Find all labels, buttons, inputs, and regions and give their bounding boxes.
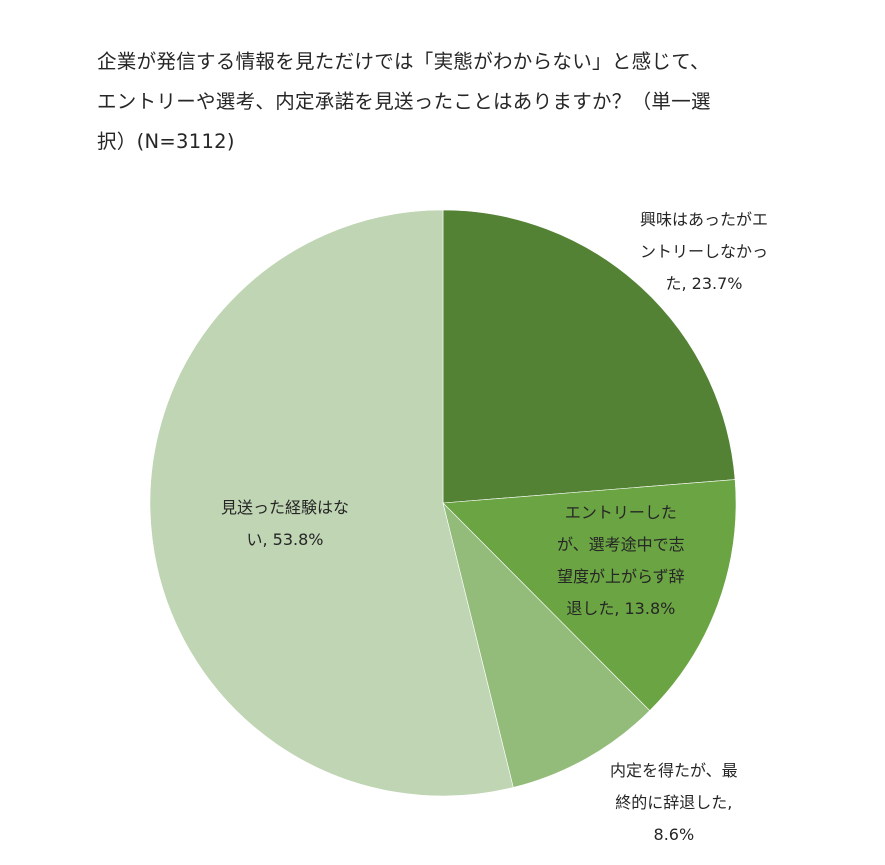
- title-line: 企業が発信する情報を見ただけでは「実態がわからない」と感じて、: [97, 50, 710, 73]
- chart-title: 企業が発信する情報を見ただけでは「実態がわからない」と感じて、 エントリーや選考…: [97, 42, 797, 162]
- label-line: 望度が上がらず辞: [557, 567, 685, 586]
- pie-slice-3: [149, 209, 514, 797]
- label-line: エントリーした: [564, 503, 677, 522]
- label-line: ントリーしなかっ: [640, 242, 769, 261]
- label-line: が、選考途中で志: [557, 535, 685, 554]
- slice-label-0: 興味はあったがエ ントリーしなかっ た, 23.7%: [640, 204, 768, 300]
- pie-slice-0: [442, 209, 736, 504]
- label-line: 内定を得たが、最: [610, 761, 738, 780]
- slice-label-1: エントリーした が、選考途中で志 望度が上がらず辞 退した, 13.8%: [557, 497, 685, 625]
- label-line: た, 23.7%: [665, 274, 743, 293]
- slice-label-2: 内定を得たが、最 終的に辞退した, 8.6%: [610, 755, 738, 851]
- label-line: 8.6%: [653, 825, 695, 844]
- title-line: エントリーや選考、内定承諾を見送ったことはありますか？（単一選: [97, 90, 711, 113]
- label-line: 退した, 13.8%: [566, 599, 676, 618]
- title-line: 択）(N=3112): [97, 130, 235, 153]
- label-line: 興味はあったがエ: [640, 210, 769, 229]
- label-line: 終的に辞退した,: [615, 793, 733, 812]
- pie-slice-2: [442, 502, 651, 788]
- label-line: い, 53.8%: [246, 530, 324, 549]
- pie-slice-1: [442, 479, 737, 712]
- slice-label-3: 見送った経験はな い, 53.8%: [221, 492, 349, 556]
- label-line: 見送った経験はな: [221, 498, 350, 517]
